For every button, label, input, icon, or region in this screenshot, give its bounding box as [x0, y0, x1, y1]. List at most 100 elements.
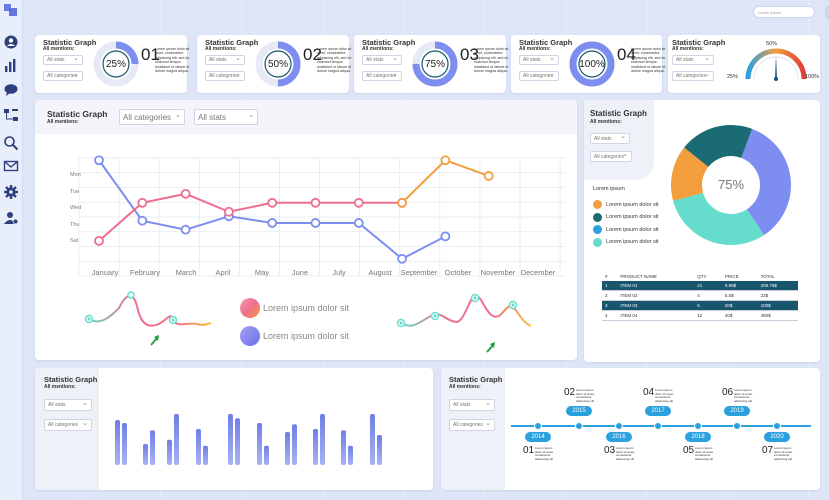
- stats-select[interactable]: All stats: [672, 54, 714, 65]
- bar[interactable]: [285, 432, 290, 465]
- bar[interactable]: [264, 445, 269, 465]
- bar[interactable]: [150, 430, 155, 465]
- data-point-pink[interactable]: [267, 197, 278, 208]
- table-header: PRICE: [724, 274, 739, 279]
- bar[interactable]: [167, 439, 172, 465]
- data-point-orange[interactable]: [397, 197, 407, 208]
- timeline-year-badge[interactable]: 2017: [645, 406, 671, 416]
- data-point-blue[interactable]: [397, 253, 407, 264]
- bar[interactable]: [313, 429, 318, 465]
- table-row[interactable]: 4 ITEM 04 12 40$ 480$: [602, 310, 798, 321]
- table-row[interactable]: 1 ITEM 01 21 9.99$ 209.79$: [602, 281, 798, 291]
- categories-select[interactable]: All categories: [590, 150, 632, 162]
- timeline-year-badge[interactable]: 2016: [606, 432, 632, 442]
- bar[interactable]: [228, 414, 233, 465]
- user-icon[interactable]: [3, 34, 19, 50]
- bar[interactable]: [235, 418, 240, 465]
- timeline-node[interactable]: [694, 422, 702, 430]
- mail-icon[interactable]: [3, 158, 19, 174]
- bar[interactable]: [341, 430, 346, 465]
- table-cell: 5.5$: [724, 293, 734, 298]
- categories-select[interactable]: All categories: [119, 108, 185, 125]
- bar[interactable]: [115, 420, 120, 465]
- data-point-blue[interactable]: [310, 218, 321, 228]
- card-subtitle: All mentions:: [362, 46, 394, 52]
- stats-select[interactable]: All stats: [194, 108, 258, 125]
- data-point-blue[interactable]: [137, 215, 148, 226]
- categories-select[interactable]: All categories: [519, 70, 559, 81]
- bar[interactable]: [377, 435, 382, 465]
- data-point-pink[interactable]: [353, 197, 364, 208]
- data-point-pink[interactable]: [310, 197, 321, 208]
- pie-slice-green[interactable]: [673, 192, 765, 245]
- y-tick-label: Sat: [70, 238, 79, 244]
- stats-select[interactable]: All stats: [590, 132, 630, 144]
- table-row[interactable]: 2 ITEM 02 4 5.5$ 22$: [602, 290, 798, 301]
- categories-select[interactable]: All categories: [672, 70, 714, 81]
- pie-slice-orange[interactable]: [671, 147, 709, 201]
- bar[interactable]: [292, 424, 297, 465]
- stats-select[interactable]: All stats: [362, 54, 402, 65]
- stats-select[interactable]: All stats: [449, 398, 495, 411]
- bar[interactable]: [122, 423, 127, 465]
- categories-select[interactable]: All categories: [205, 70, 245, 81]
- gear-icon[interactable]: [3, 184, 19, 200]
- timeline-year-badge[interactable]: 2018: [685, 432, 711, 442]
- data-point-orange[interactable]: [483, 171, 494, 181]
- bar[interactable]: [348, 445, 353, 465]
- bar[interactable]: [370, 414, 375, 465]
- pie-slice-blue[interactable]: [741, 128, 791, 236]
- timeline-node[interactable]: [534, 422, 542, 430]
- timeline-node[interactable]: [654, 422, 662, 430]
- timeline-year-badge[interactable]: 2014: [525, 432, 551, 442]
- data-point-pink[interactable]: [180, 188, 191, 199]
- topbar: Lorem ipsum: [24, 0, 829, 24]
- series-line-blue: [98, 159, 446, 260]
- timeline-year-badge[interactable]: 2015: [566, 406, 592, 416]
- timeline-node[interactable]: [575, 422, 583, 430]
- data-point-blue[interactable]: [94, 155, 104, 166]
- timeline-node[interactable]: [773, 422, 781, 430]
- table-row[interactable]: 3 ITEM 03 5 20$ 100$: [602, 300, 798, 311]
- search-input[interactable]: Lorem ipsum: [753, 6, 815, 18]
- timeline-node[interactable]: [615, 422, 623, 430]
- categories-select[interactable]: All categories: [362, 70, 402, 81]
- data-point-blue[interactable]: [353, 218, 364, 228]
- donut-percent-label: 50%: [267, 59, 288, 70]
- categories-select[interactable]: All categories: [44, 418, 92, 431]
- timeline-year-badge[interactable]: 2020: [764, 432, 790, 442]
- data-point-blue[interactable]: [267, 218, 278, 228]
- categories-select[interactable]: All categories: [43, 70, 83, 81]
- data-point-blue[interactable]: [440, 231, 451, 242]
- stats-select[interactable]: All stats: [205, 54, 245, 65]
- y-tick-label: Wed: [70, 205, 82, 211]
- data-point-orange[interactable]: [440, 155, 451, 166]
- pie-slice-teal[interactable]: [684, 125, 753, 167]
- categories-select[interactable]: All categories: [449, 418, 495, 431]
- data-point-pink[interactable]: [137, 197, 148, 208]
- stats-select[interactable]: All stats: [519, 54, 559, 65]
- sparkline-right: [396, 293, 532, 353]
- bar[interactable]: [196, 429, 201, 465]
- stats-select[interactable]: All stats: [43, 54, 83, 65]
- data-point-pink[interactable]: [223, 206, 234, 217]
- bar[interactable]: [143, 444, 148, 465]
- bar-chart-icon[interactable]: [3, 57, 19, 73]
- bar[interactable]: [174, 414, 179, 465]
- stats-select[interactable]: All stats: [44, 398, 92, 411]
- bar[interactable]: [203, 445, 208, 465]
- avatar[interactable]: [825, 4, 829, 21]
- data-point-blue[interactable]: [180, 224, 191, 235]
- network-icon[interactable]: [3, 107, 19, 123]
- data-point-pink[interactable]: [94, 235, 104, 246]
- chat-icon[interactable]: [3, 82, 19, 98]
- user-settings-icon[interactable]: [3, 210, 19, 226]
- x-tick-label: June: [291, 268, 309, 277]
- bar[interactable]: [257, 423, 262, 465]
- timeline-node[interactable]: [733, 422, 741, 430]
- search-icon[interactable]: [3, 135, 19, 151]
- bar[interactable]: [320, 414, 325, 465]
- timeline-year-badge[interactable]: 2019: [724, 406, 750, 416]
- timeline-description: Lorem ipsum dolor sit amet, consectetur …: [734, 388, 753, 403]
